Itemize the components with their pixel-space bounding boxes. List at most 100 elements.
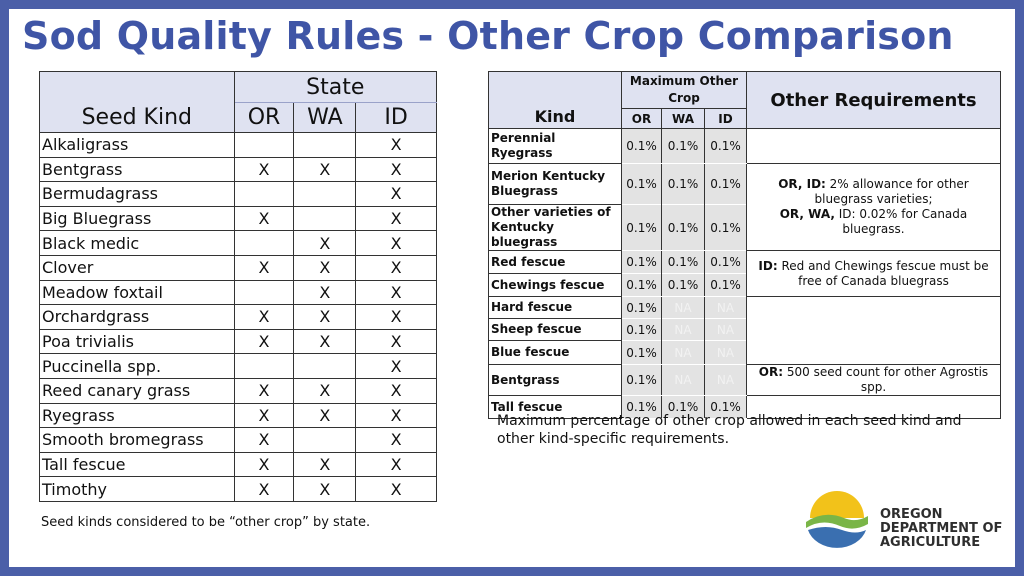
header-id: ID bbox=[704, 108, 747, 129]
table-row: Perennial Ryegrass 0.1% 0.1% 0.1% bbox=[488, 128, 1001, 164]
table-row: Hard fescue 0.1% NA NA bbox=[488, 296, 1001, 365]
header-wa: WA bbox=[293, 102, 357, 133]
wa-value: 0.1% bbox=[661, 128, 705, 164]
table-row: Bentgrass X X X bbox=[39, 156, 437, 183]
header-or: OR bbox=[233, 102, 295, 133]
seed-kind-cell: Big Bluegrass bbox=[39, 205, 235, 232]
id-value: 0.1% bbox=[704, 250, 747, 274]
logo-hill-icon bbox=[806, 514, 868, 529]
id-value: 0.1% bbox=[704, 273, 747, 297]
id-mark: X bbox=[355, 156, 437, 183]
id-value: 0.1% bbox=[704, 204, 747, 251]
maximum-other-crop-table: Kind Maximum Other Crop Other Requiremen… bbox=[488, 71, 1001, 419]
id-mark: X bbox=[355, 205, 437, 232]
or-value: 0.1% bbox=[621, 340, 662, 365]
table-row: Alkaligrass X bbox=[39, 132, 437, 158]
wa-value: 0.1% bbox=[661, 250, 705, 274]
table-row: Ryegrass X X X bbox=[39, 402, 437, 429]
seed-kind-cell: Reed canary grass bbox=[39, 377, 235, 404]
page-title: Sod Quality Rules - Other Crop Compariso… bbox=[22, 14, 954, 58]
table-row: Smooth bromegrass X X bbox=[39, 427, 437, 453]
or-mark: X bbox=[233, 451, 295, 478]
or-mark: X bbox=[233, 427, 295, 453]
table-row: Sheep fescue 0.1% NA NA bbox=[488, 318, 1001, 341]
seed-kind-cell: Bentgrass bbox=[39, 156, 235, 183]
wa-mark: X bbox=[293, 156, 357, 183]
wa-mark bbox=[293, 353, 357, 379]
table-row: Bermudagrass X bbox=[39, 181, 437, 207]
table-row: Timothy X X X bbox=[39, 476, 437, 502]
id-value: NA bbox=[704, 364, 747, 396]
wa-mark: X bbox=[293, 230, 357, 256]
kind-cell: Blue fescue bbox=[488, 340, 622, 365]
wa-value: NA bbox=[661, 364, 705, 396]
requirement-label: OR: bbox=[758, 365, 784, 379]
wa-value: NA bbox=[661, 340, 705, 365]
id-mark: X bbox=[355, 328, 437, 355]
bluegrass-requirement: OR, ID: 2% allowance for other bluegrass… bbox=[746, 163, 1001, 251]
table-row: Black medic X X bbox=[39, 230, 437, 256]
id-mark: X bbox=[355, 427, 437, 453]
id-mark: X bbox=[355, 377, 437, 404]
table-row: Reed canary grass X X X bbox=[39, 377, 437, 404]
kind-cell: Hard fescue bbox=[488, 296, 622, 319]
fescue-requirement: ID: Red and Chewings fescue must be free… bbox=[746, 250, 1001, 297]
oda-logo-icon bbox=[806, 491, 868, 548]
kind-cell: Red fescue bbox=[488, 250, 622, 274]
header-or: OR bbox=[621, 108, 662, 129]
logo-water-icon bbox=[808, 527, 866, 548]
id-value: 0.1% bbox=[704, 395, 747, 419]
requirement-text: ID: 0.02% for Canada bluegrass. bbox=[834, 207, 968, 236]
requirement-text: Red and Chewings fescue must be free of … bbox=[777, 258, 989, 288]
id-mark: X bbox=[355, 304, 437, 330]
seed-kind-cell: Bermudagrass bbox=[39, 181, 235, 207]
right-table-caption: Maximum percentage of other crop allowed… bbox=[497, 413, 962, 447]
seed-kind-cell: Meadow foxtail bbox=[39, 279, 235, 306]
header-wa: WA bbox=[661, 108, 705, 129]
requirement-cell bbox=[746, 128, 1001, 164]
wa-value: 0.1% bbox=[661, 273, 705, 297]
or-value: 0.1% bbox=[621, 250, 662, 274]
wa-mark: X bbox=[293, 304, 357, 330]
wa-value: NA bbox=[661, 296, 705, 319]
or-mark: X bbox=[233, 156, 295, 183]
or-mark: X bbox=[233, 328, 295, 355]
or-value: 0.1% bbox=[621, 395, 662, 419]
seed-kind-cell: Ryegrass bbox=[39, 402, 235, 429]
wa-mark: X bbox=[293, 451, 357, 478]
kind-cell: Merion Kentucky Bluegrass bbox=[488, 163, 622, 205]
seed-kind-cell: Orchardgrass bbox=[39, 304, 235, 330]
id-mark: X bbox=[355, 451, 437, 478]
or-value: 0.1% bbox=[621, 163, 662, 205]
kind-cell: Bentgrass bbox=[488, 364, 622, 396]
bentgrass-requirement: OR: 500 seed count for other Agrostis sp… bbox=[746, 364, 1001, 396]
wa-mark: X bbox=[293, 402, 357, 429]
id-mark: X bbox=[355, 181, 437, 207]
table-row: Puccinella spp. X bbox=[39, 353, 437, 379]
seed-kind-cell: Puccinella spp. bbox=[39, 353, 235, 379]
table-row: Tall fescue 0.1% 0.1% 0.1% bbox=[488, 395, 1001, 419]
id-mark: X bbox=[355, 132, 437, 158]
wa-mark: X bbox=[293, 377, 357, 404]
table-row: Orchardgrass X X X bbox=[39, 304, 437, 330]
organization-name: OREGON DEPARTMENT OF AGRICULTURE bbox=[880, 508, 1002, 550]
id-value: NA bbox=[704, 340, 747, 365]
org-line: AGRICULTURE bbox=[880, 535, 981, 550]
table-row: Chewings fescue 0.1% 0.1% 0.1% bbox=[488, 273, 1001, 297]
seed-kind-cell: Clover bbox=[39, 254, 235, 281]
seed-kind-cell: Timothy bbox=[39, 476, 235, 502]
table-row: Big Bluegrass X X bbox=[39, 205, 437, 232]
or-mark: X bbox=[233, 254, 295, 281]
id-value: NA bbox=[704, 318, 747, 341]
table-row: Bentgrass 0.1% NA NA OR: 500 seed count … bbox=[488, 364, 1001, 396]
or-mark bbox=[233, 230, 295, 256]
header-other-requirements: Other Requirements bbox=[746, 71, 1001, 129]
or-mark bbox=[233, 181, 295, 207]
table-row: Merion Kentucky Bluegrass 0.1% 0.1% 0.1%… bbox=[488, 163, 1001, 251]
id-mark: X bbox=[355, 476, 437, 502]
wa-mark: X bbox=[293, 279, 357, 306]
wa-value: 0.1% bbox=[661, 163, 705, 205]
wa-mark bbox=[293, 132, 357, 158]
id-mark: X bbox=[355, 353, 437, 379]
